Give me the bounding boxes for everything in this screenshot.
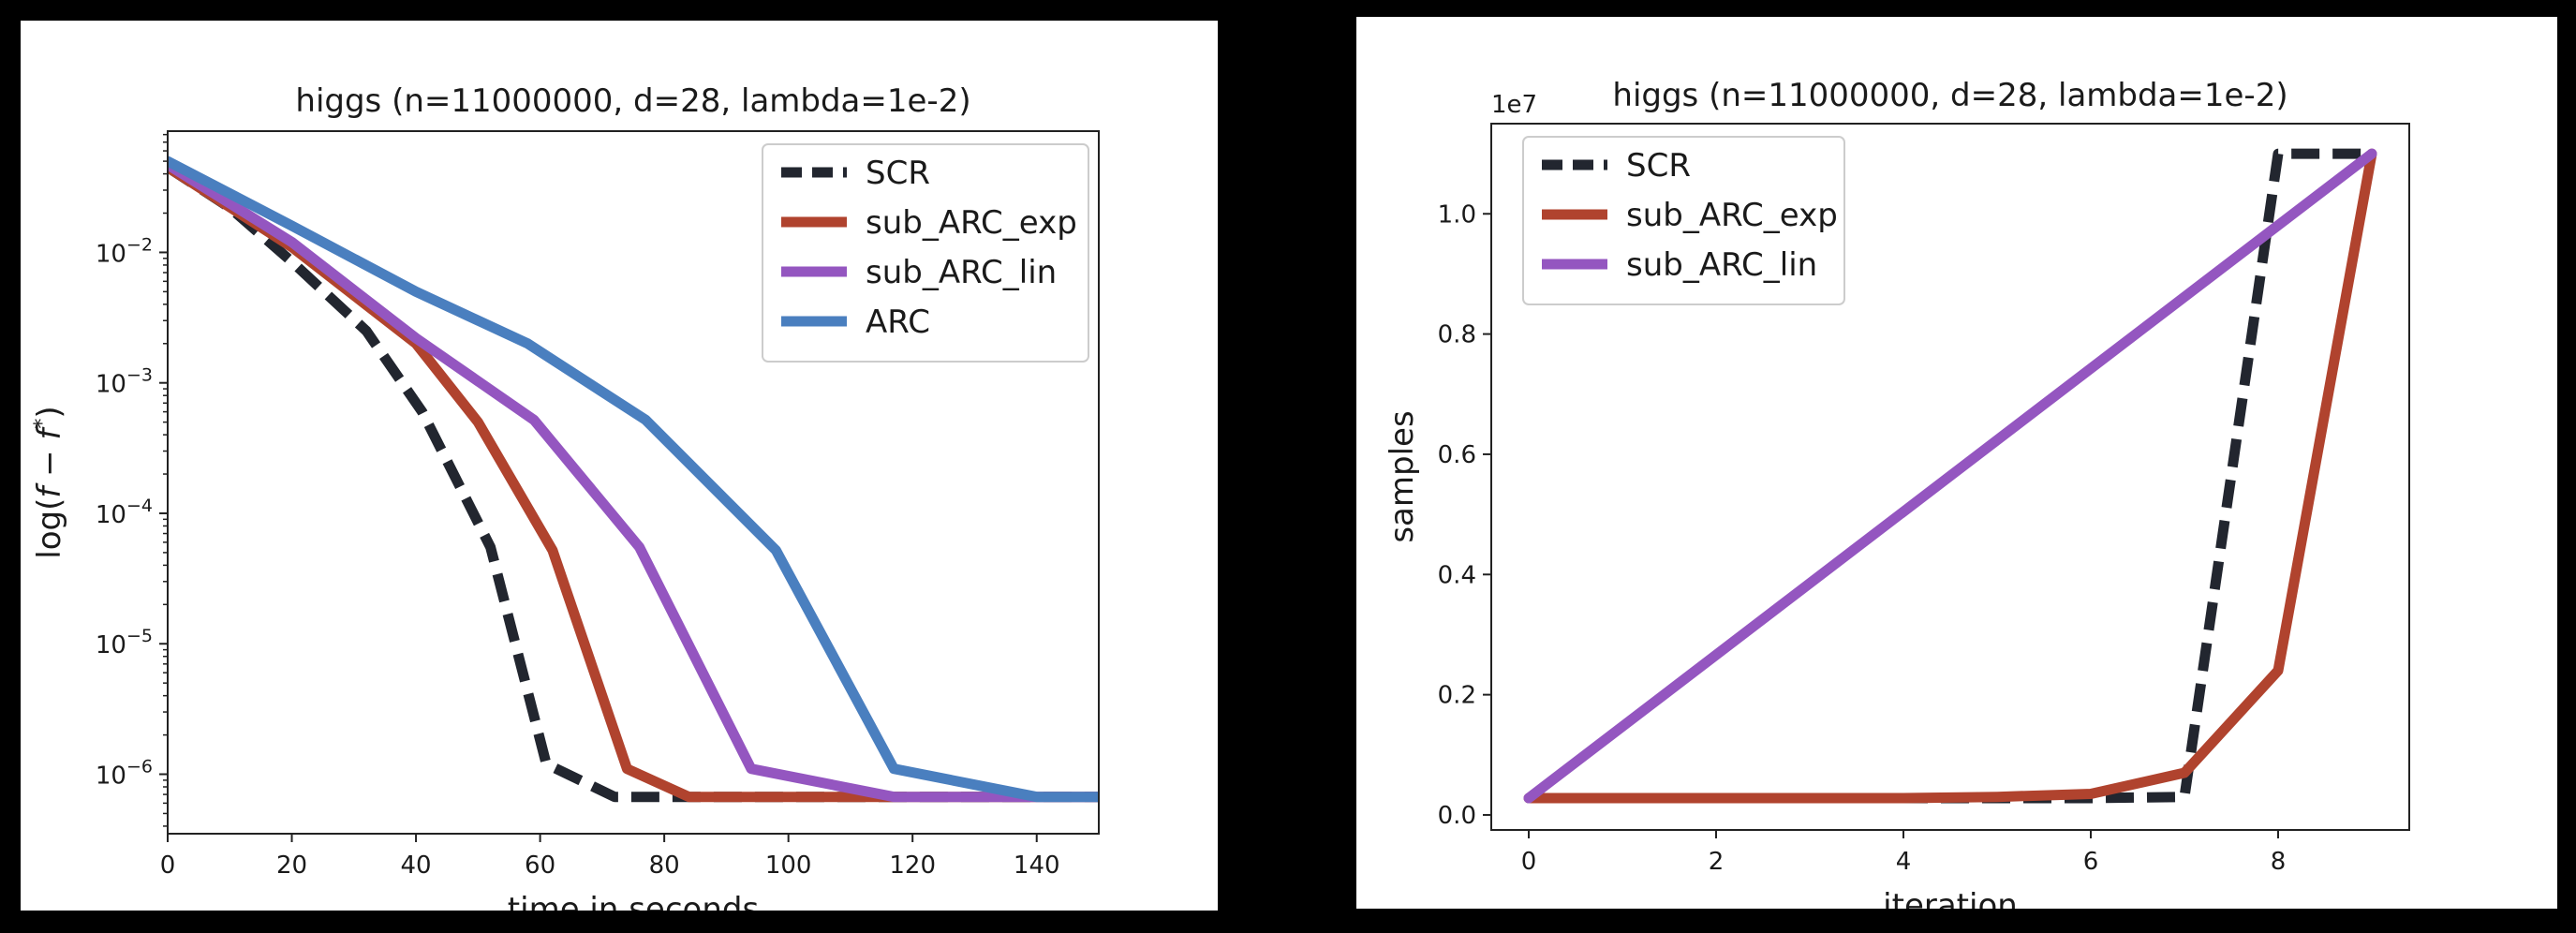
left-x-tick-label: 120 [889,852,936,880]
left-x-tick-label: 140 [1014,852,1060,880]
left-x-tick-label: 20 [276,852,307,880]
right-x-tick-label: 6 [2083,848,2099,876]
left-chart-title: higgs (n=11000000, d=28, lambda=1e-2) [295,82,970,120]
left-series-line-scr [168,162,1099,803]
left-series-group [168,156,1099,803]
left-legend-label: sub_ARC_lin [866,254,1057,291]
right-chart-title: higgs (n=11000000, d=28, lambda=1e-2) [1612,77,2287,114]
left-y-tick-base: 10 [96,240,126,268]
left-y-tick-label: 10−5 [96,626,153,659]
left-y-tick-label: 10−6 [96,757,153,791]
right-x-tick-label: 8 [2271,848,2287,876]
left-legend-box [762,143,1089,363]
left-y-tick-exponent: −5 [126,626,153,646]
left-x-tick-label: 60 [525,852,555,880]
left-y-tick-base: 10 [96,371,126,399]
left-legend-label: sub_ARC_exp [866,204,1077,242]
left-series-line-sub-arc-lin [168,159,1099,803]
left-y-tick-label: 10−4 [96,496,153,529]
right-y-tick-label: 1.0 [1438,200,1476,229]
right-y-tick-label: 0.6 [1438,441,1476,469]
right-y-axis-label: samples [1384,410,1421,542]
left-series-line-arc [168,156,1099,803]
left-y-axis-label-part: log( [31,498,68,559]
samples-vs-iteration-chart: higgs (n=11000000, d=28, lambda=1e-2) 0 2 4… [1384,77,2410,909]
left-legend-label: ARC [866,304,930,341]
left-x-tick-label: 80 [649,852,680,880]
right-series-group [1523,148,2377,804]
left-y-tick-base: 10 [96,763,126,791]
right-chart-panel: higgs (n=11000000, d=28, lambda=1e-2) 0 2 4… [1356,17,2557,909]
left-plot-frame [167,130,1100,835]
right-x-axis-label: iteration [1883,887,2018,909]
right-legend-label: sub_ARC_exp [1626,197,1838,234]
left-y-axis-label-part: ) [31,406,68,418]
right-y-tick-label: 0.0 [1438,802,1476,830]
right-y-tick-label: 0.8 [1438,321,1476,349]
right-series-line-sub-arc-lin [1523,148,2377,804]
left-y-tick-exponent: −4 [126,496,153,516]
right-legend-label: SCR [1626,147,1691,185]
left-legend-label: SCR [866,155,930,192]
left-x-axis-label: time in seconds [508,891,759,911]
left-y-axis-label: log(f − f*) [31,406,68,558]
left-y-tick-exponent: −3 [126,365,153,386]
right-legend-label: sub_ARC_lin [1626,246,1817,284]
right-x-tick-label: 0 [1521,848,1537,876]
left-chart-panel: higgs (n=11000000, d=28, lambda=1e-2) 0 20… [21,21,1218,911]
right-plot-frame [1490,123,2410,831]
left-x-tick-label: 0 [160,852,176,880]
left-y-tick-label: 10−3 [96,365,153,399]
left-x-tick-label: 40 [401,852,432,880]
right-y-tick-label: 0.2 [1438,682,1476,710]
left-y-axis-label-part: f − f [31,424,68,498]
right-y-tick-label: 0.4 [1438,561,1476,589]
left-y-tick-base: 10 [96,631,126,659]
right-y-multiplier-label: 1e7 [1491,91,1537,119]
right-x-tick-label: 4 [1896,848,1912,876]
left-y-axis-label-part: * [31,419,54,429]
left-y-tick-base: 10 [96,501,126,529]
left-y-tick-label: 10−2 [96,234,153,268]
right-series-line-sub-arc-exp [1523,148,2377,804]
left-y-tick-exponent: −6 [126,757,153,778]
loss-vs-time-chart: higgs (n=11000000, d=28, lambda=1e-2) 0 20… [31,82,1100,911]
left-x-tick-label: 100 [765,852,812,880]
left-y-tick-exponent: −2 [126,234,153,255]
right-x-tick-label: 2 [1709,848,1725,876]
